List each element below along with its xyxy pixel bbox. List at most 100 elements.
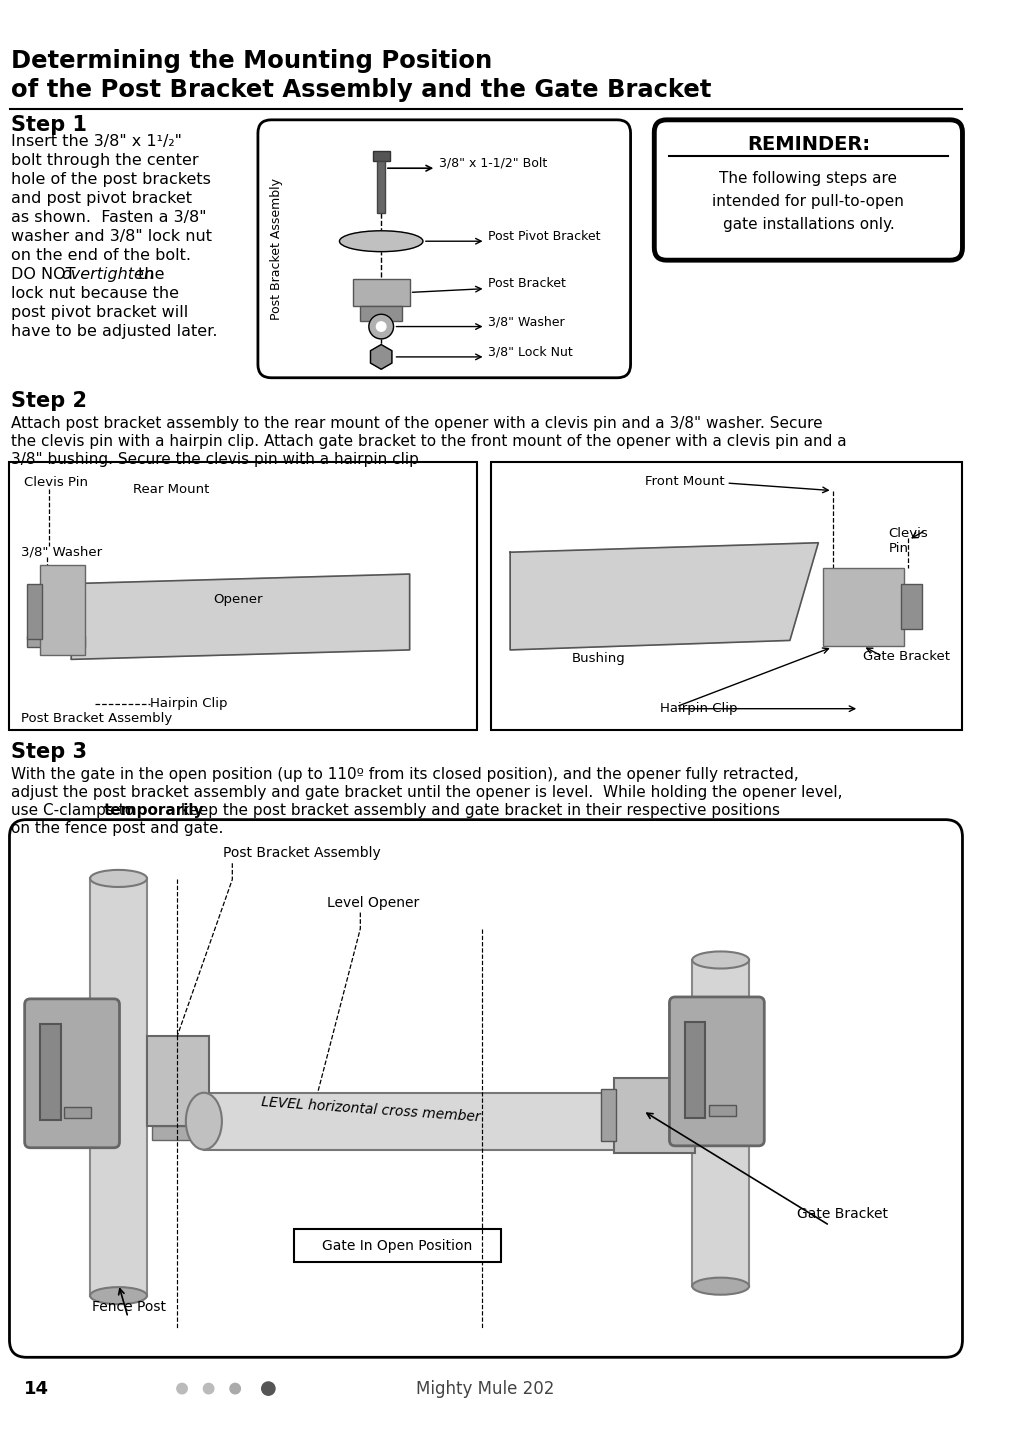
Text: temporarily: temporarily (104, 802, 204, 818)
Text: Clevis: Clevis (889, 527, 929, 540)
Text: the: the (133, 267, 164, 281)
Bar (614, 1078, 695, 1153)
Text: on the fence post and gate.: on the fence post and gate. (11, 821, 223, 835)
Text: Gate Bracket: Gate Bracket (796, 1206, 888, 1221)
Bar (692, 960, 749, 1286)
Text: bolt through the center: bolt through the center (11, 153, 199, 167)
FancyBboxPatch shape (258, 120, 630, 378)
Text: Mighty Mule 202: Mighty Mule 202 (416, 1380, 555, 1398)
Text: lock nut because the: lock nut because the (11, 286, 179, 300)
Text: REMINDER:: REMINDER: (747, 136, 870, 154)
Text: Step 1: Step 1 (11, 115, 87, 136)
Text: LEVEL horizontal cross member: LEVEL horizontal cross member (260, 1095, 481, 1124)
Text: Front Mount: Front Mount (645, 475, 725, 488)
Text: Pin: Pin (889, 541, 908, 554)
Bar (709, 1105, 736, 1117)
FancyBboxPatch shape (654, 120, 962, 260)
Text: have to be adjusted later.: have to be adjusted later. (11, 323, 218, 339)
Bar (353, 278, 410, 306)
Text: Hairpin Clip: Hairpin Clip (150, 697, 228, 710)
Bar (152, 1126, 204, 1140)
Bar (40, 1023, 60, 1120)
Bar (901, 583, 921, 629)
Text: Gate Bracket: Gate Bracket (863, 649, 950, 662)
Polygon shape (71, 574, 410, 659)
Ellipse shape (90, 870, 147, 887)
Text: overtighten: overtighten (62, 267, 155, 281)
Text: 3/8" Lock Nut: 3/8" Lock Nut (488, 346, 573, 359)
Bar (27, 583, 42, 639)
Text: as shown.  Fasten a 3/8": as shown. Fasten a 3/8" (11, 209, 207, 225)
Ellipse shape (692, 1277, 749, 1294)
Text: Step 3: Step 3 (11, 742, 87, 762)
Text: 3/8" bushing. Secure the clevis pin with a hairpin clip: 3/8" bushing. Secure the clevis pin with… (11, 452, 419, 466)
Text: 14: 14 (24, 1380, 49, 1398)
Ellipse shape (186, 1092, 221, 1150)
Text: Bushing: Bushing (572, 652, 625, 665)
Text: Clevis Pin: Clevis Pin (24, 476, 88, 489)
Text: Rear Mount: Rear Mount (133, 483, 209, 496)
Text: keep the post bracket assembly and gate bracket in their respective positions: keep the post bracket assembly and gate … (176, 802, 780, 818)
Circle shape (376, 322, 386, 332)
Text: on the end of the bolt.: on the end of the bolt. (11, 248, 192, 263)
Text: gate installations only.: gate installations only. (723, 216, 894, 231)
Bar (27, 636, 85, 646)
Text: and post pivot bracket: and post pivot bracket (11, 190, 193, 206)
Circle shape (230, 1384, 241, 1394)
Text: intended for pull-to-open: intended for pull-to-open (712, 193, 904, 209)
Ellipse shape (692, 951, 749, 968)
Bar (147, 1036, 209, 1126)
Bar (377, 160, 385, 212)
Bar (9, 462, 477, 730)
Circle shape (261, 1382, 275, 1395)
Text: washer and 3/8" lock nut: washer and 3/8" lock nut (11, 229, 212, 244)
Text: DO NOT: DO NOT (11, 267, 81, 281)
Bar (294, 1229, 500, 1263)
Text: the clevis pin with a hairpin clip. Attach gate bracket to the front mount of th: the clevis pin with a hairpin clip. Atta… (11, 434, 847, 449)
Text: Attach post bracket assembly to the rear mount of the opener with a clevis pin a: Attach post bracket assembly to the rear… (11, 416, 823, 430)
Text: Determining the Mounting Position: Determining the Mounting Position (11, 49, 493, 72)
Bar (40, 564, 85, 655)
Text: Step 2: Step 2 (11, 391, 87, 411)
Text: Hairpin Clip: Hairpin Clip (660, 703, 737, 716)
Text: Opener: Opener (213, 593, 262, 606)
Text: Post Bracket Assembly: Post Bracket Assembly (271, 177, 283, 320)
Text: 3/8" Washer: 3/8" Washer (488, 316, 565, 329)
Text: adjust the post bracket assembly and gate bracket until the opener is level.  Wh: adjust the post bracket assembly and gat… (11, 785, 843, 799)
Text: Insert the 3/8" x 1¹/₂": Insert the 3/8" x 1¹/₂" (11, 134, 182, 149)
Circle shape (203, 1384, 214, 1394)
Text: The following steps are: The following steps are (720, 172, 897, 186)
Polygon shape (510, 543, 818, 649)
Bar (90, 879, 147, 1296)
Text: With the gate in the open position (up to 110º from its closed position), and th: With the gate in the open position (up t… (11, 766, 800, 782)
Text: post pivot bracket will: post pivot bracket will (11, 304, 189, 320)
Text: Level Opener: Level Opener (327, 896, 419, 909)
Text: of the Post Bracket Assembly and the Gate Bracket: of the Post Bracket Assembly and the Gat… (11, 78, 711, 102)
Text: hole of the post brackets: hole of the post brackets (11, 172, 211, 188)
Bar (823, 569, 904, 646)
Circle shape (369, 315, 394, 339)
FancyBboxPatch shape (669, 997, 765, 1146)
Text: Fence Post: Fence Post (92, 1300, 166, 1315)
Bar (65, 1107, 91, 1118)
Text: Post Bracket Assembly: Post Bracket Assembly (222, 846, 380, 860)
Text: use C-clamps to: use C-clamps to (11, 802, 139, 818)
FancyBboxPatch shape (9, 820, 962, 1358)
Text: 3/8" x 1-1/2" Bolt: 3/8" x 1-1/2" Bolt (439, 157, 547, 170)
Ellipse shape (339, 231, 423, 251)
FancyBboxPatch shape (25, 999, 120, 1147)
Bar (361, 306, 402, 320)
Bar (373, 152, 390, 160)
Ellipse shape (90, 1287, 147, 1304)
Text: Gate In Open Position: Gate In Open Position (322, 1240, 473, 1253)
Ellipse shape (651, 1092, 687, 1150)
Text: 3/8" Washer: 3/8" Washer (20, 545, 101, 558)
Text: Post Pivot Bracket: Post Pivot Bracket (488, 229, 601, 242)
Text: Post Bracket: Post Bracket (488, 277, 566, 290)
Bar (204, 1092, 668, 1150)
Bar (602, 1089, 616, 1141)
Circle shape (177, 1384, 188, 1394)
Text: Post Bracket Assembly: Post Bracket Assembly (20, 713, 172, 726)
Bar (491, 462, 962, 730)
Bar (685, 1022, 705, 1118)
